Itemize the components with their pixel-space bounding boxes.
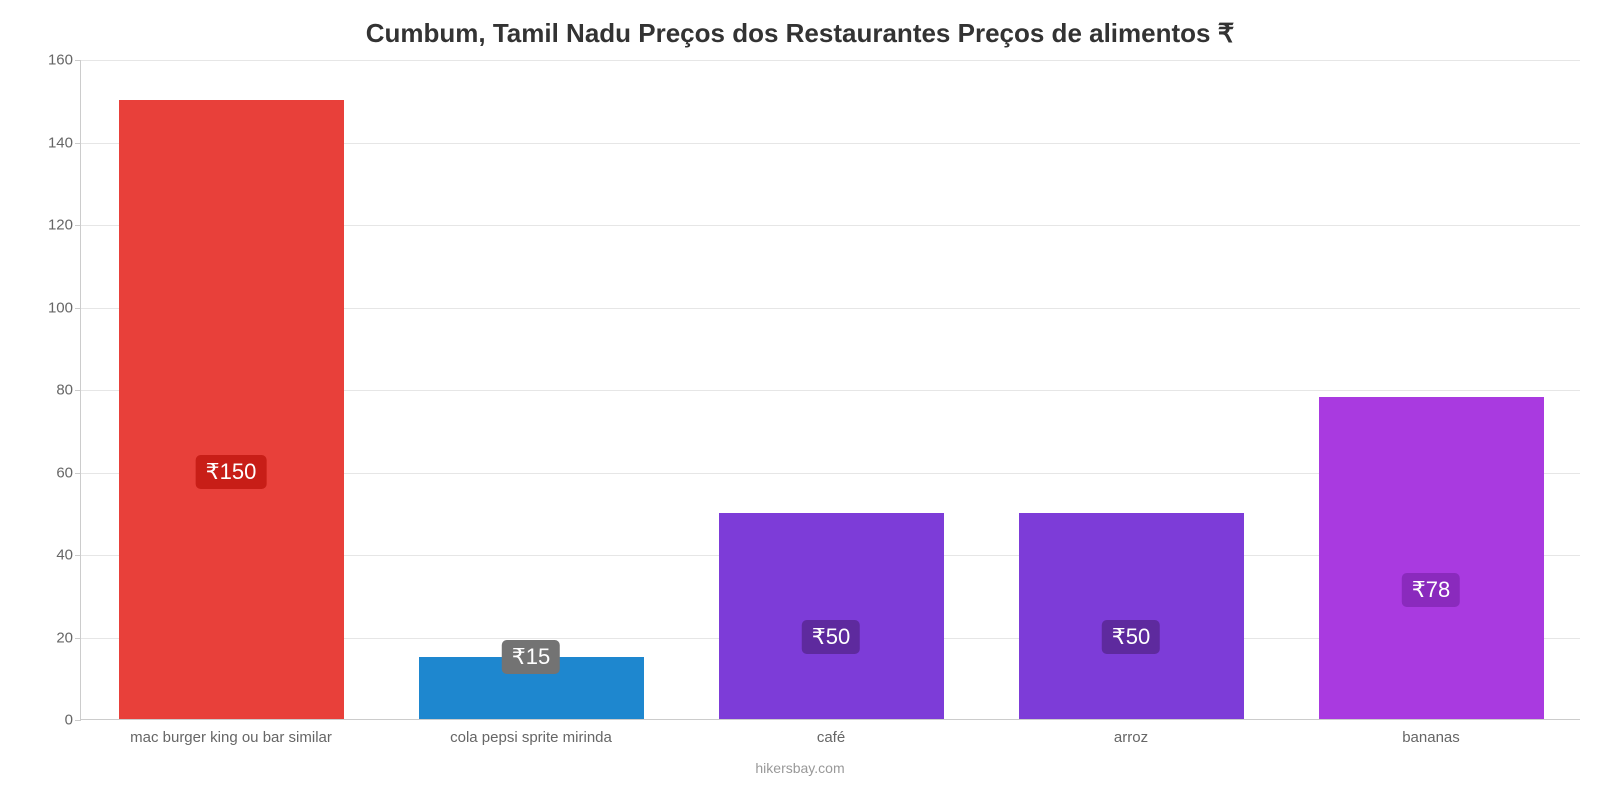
y-tick-label: 80: [56, 382, 81, 399]
value-label: ₹15: [502, 640, 560, 674]
gridline: [81, 60, 1580, 61]
category-label: mac burger king ou bar similar: [130, 729, 332, 746]
bar: ₹78bananas: [1319, 397, 1544, 719]
y-tick-label: 20: [56, 629, 81, 646]
chart-container: Cumbum, Tamil Nadu Preços dos Restaurant…: [0, 0, 1600, 800]
bar: ₹15cola pepsi sprite mirinda: [419, 657, 644, 719]
y-tick-label: 60: [56, 464, 81, 481]
plot-area: 020406080100120140160₹150mac burger king…: [80, 60, 1580, 720]
bar: ₹150mac burger king ou bar similar: [119, 100, 344, 719]
y-tick-label: 100: [48, 299, 81, 316]
y-tick-label: 160: [48, 52, 81, 69]
bar: ₹50café: [719, 513, 944, 719]
category-label: bananas: [1402, 729, 1460, 746]
category-label: arroz: [1114, 729, 1148, 746]
y-tick-label: 120: [48, 217, 81, 234]
y-tick-label: 0: [65, 712, 81, 729]
value-label: ₹150: [196, 455, 267, 489]
y-tick-label: 140: [48, 134, 81, 151]
category-label: café: [817, 729, 845, 746]
bar: ₹50arroz: [1019, 513, 1244, 719]
chart-title: Cumbum, Tamil Nadu Preços dos Restaurant…: [0, 18, 1600, 49]
y-tick-label: 40: [56, 547, 81, 564]
value-label: ₹50: [1102, 620, 1160, 654]
category-label: cola pepsi sprite mirinda: [450, 729, 612, 746]
attribution-text: hikersbay.com: [0, 760, 1600, 776]
value-label: ₹50: [802, 620, 860, 654]
value-label: ₹78: [1402, 573, 1460, 607]
